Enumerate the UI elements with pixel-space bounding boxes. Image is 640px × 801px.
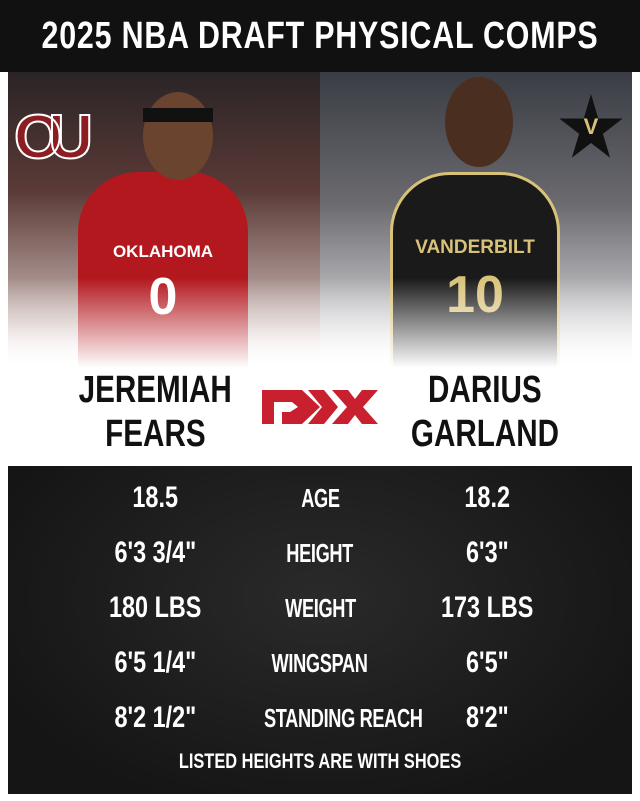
left-value: 18.5 <box>132 481 178 514</box>
left-player-head <box>143 92 213 180</box>
player-names: JEREMIAH FEARS DARIUS GARLAND <box>0 368 640 458</box>
right-value: 8'2" <box>465 701 509 734</box>
vanderbilt-star-logo: V <box>559 94 623 158</box>
stat-row: 18.5 AGE 18.2 <box>8 478 632 518</box>
left-value: 180 LBS <box>108 591 202 624</box>
stat-row: 180 LBS WEIGHT 173 LBS <box>8 588 632 628</box>
stat-label: HEIGHT <box>286 538 354 568</box>
right-value: 18.2 <box>464 481 510 514</box>
right-player-head <box>445 77 513 167</box>
d-shape <box>262 390 320 424</box>
stat-row: 6'3 3/4" HEIGHT 6'3" <box>8 533 632 573</box>
stats-panel: 18.5 AGE 18.2 6'3 3/4" HEIGHT 6'3" 180 LBS WEIG… <box>8 466 632 794</box>
stat-row: 6'5 1/4" WINGSPAN 6'5" <box>8 643 632 683</box>
left-player-photo: OKLAHOMA 0 OU <box>8 72 320 368</box>
left-value: 8'2 1/2" <box>114 701 196 734</box>
headband <box>143 108 213 122</box>
x-shape <box>332 390 378 424</box>
footnote: LISTED HEIGHTS ARE WITH SHOES <box>178 750 462 773</box>
left-player-name: JEREMIAH FEARS <box>78 369 232 455</box>
right-player-name: DARIUS GARLAND <box>410 369 560 455</box>
oklahoma-logo: OU <box>13 102 94 173</box>
stat-row: 8'2 1/2" STANDING REACH 8'2" <box>8 698 632 738</box>
right-value: 173 LBS <box>440 591 534 624</box>
dx-brand-logo <box>262 390 378 424</box>
stat-label: AGE <box>300 483 340 513</box>
page-title: 2025 NBA DRAFT PHYSICAL COMPS <box>0 0 640 72</box>
player-photos: OKLAHOMA 0 OU VANDERBILT 10 V <box>8 72 632 368</box>
stat-label: WINGSPAN <box>272 648 368 678</box>
right-value: 6'5" <box>465 646 509 679</box>
left-value: 6'3 3/4" <box>114 536 196 569</box>
chevron-shape <box>308 390 338 424</box>
stat-label: STANDING REACH <box>263 703 423 733</box>
right-value: 6'3" <box>465 536 509 569</box>
left-value: 6'5 1/4" <box>114 646 196 679</box>
stat-label: WEIGHT <box>284 593 356 623</box>
